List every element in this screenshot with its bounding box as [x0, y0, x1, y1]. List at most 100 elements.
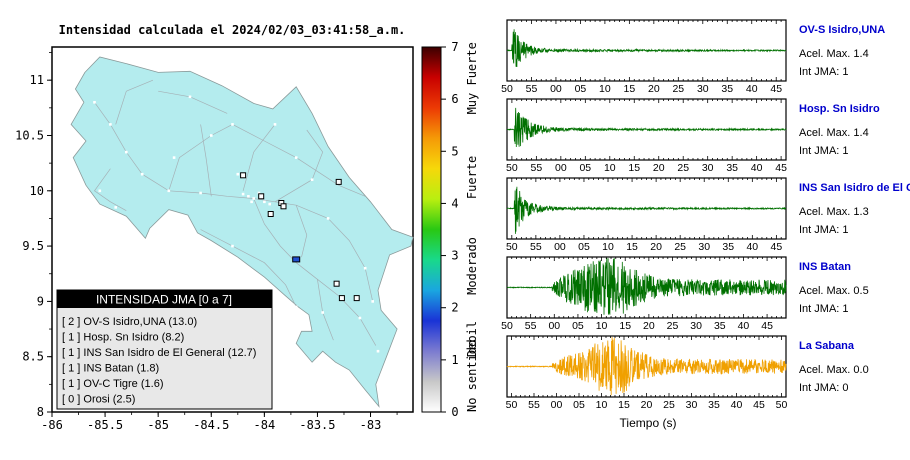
seismogram-tick-label: 45	[771, 241, 783, 253]
seismogram-tick-label: 35	[726, 162, 738, 174]
seismogram-tick-label: 25	[667, 320, 679, 332]
station-marker	[333, 280, 340, 287]
seismogram-tick-label: 25	[663, 399, 675, 411]
seismogram-tick-label: 35	[714, 320, 726, 332]
colorbar-tick-label: 7	[451, 40, 458, 54]
seismogram-tick-label: 50	[501, 320, 513, 332]
seismogram-tick-label: 05	[578, 241, 590, 253]
station-marker	[338, 295, 345, 302]
station-marker	[280, 203, 287, 210]
seismogram-trace	[506, 186, 787, 234]
seismogram-tick-label: 05	[575, 83, 587, 95]
seismogram-tick-label: 55	[531, 162, 543, 174]
seismogram-tick-label: 50	[506, 399, 518, 411]
road-line	[94, 168, 127, 212]
map-x-tick-label: -83	[360, 418, 382, 432]
seismogram-tick-label: 55	[530, 241, 542, 253]
seismogram-trace	[507, 29, 787, 68]
map-y-tick-label: 9.5	[22, 239, 44, 253]
station-marker	[258, 193, 265, 200]
road-line	[295, 205, 308, 258]
colorbar-category-label: Debil	[465, 321, 479, 357]
town-marker	[167, 189, 171, 193]
seismogram-tick-label: 50	[506, 241, 518, 253]
seismogram-tick-label: 50	[506, 162, 518, 174]
road-line	[274, 129, 324, 203]
seismogram-tick-label: 35	[722, 241, 734, 253]
colorbar-tick-label: 5	[451, 144, 458, 158]
colorbar-tick-label: 3	[451, 249, 458, 263]
legend-box	[56, 289, 273, 410]
town-marker	[98, 189, 102, 193]
town-marker	[188, 95, 192, 99]
station-marker	[267, 211, 274, 217]
seismogram-tick-label: 20	[643, 320, 655, 332]
town-marker	[236, 172, 240, 176]
seismogram-tick-label: 05	[573, 399, 585, 411]
road-line	[242, 124, 276, 191]
seismogram-tick-label: 20	[648, 83, 660, 95]
map-x-axis: -86 -85.5 -85 -84.5 -84 -83.5 -83	[41, 412, 398, 432]
seismogram-panels: 50 55 00 05 10 15 20 25 30 35 40 45 OV-S Isidro,UNA A…	[501, 19, 910, 411]
seismogram-acel-max: Acel. Max. 0.0	[799, 364, 869, 376]
seismogram-station-name: Hosp. Sn Isidro	[799, 103, 880, 115]
town-marker	[231, 123, 234, 126]
colorbar-ticks: 0 1 2 3 4 5 6 7	[441, 40, 459, 419]
station-marker	[353, 295, 360, 302]
seismogram-panel: 50 55 00 05 10 15 20 25 30 35 40 45 50 La Sabana Acel.…	[506, 335, 869, 411]
seismogram-acel-max: Acel. Max. 1.4	[799, 48, 869, 60]
map-x-tick-label: -84.5	[193, 418, 229, 432]
seismogram-trace	[506, 107, 787, 148]
seismogram-tick-label: 00	[555, 162, 567, 174]
map-x-tick-label: -83.5	[299, 418, 335, 432]
road-line	[253, 198, 377, 346]
map-x-tick-label: -85	[147, 418, 169, 432]
road-line	[168, 124, 366, 197]
map-x-tick-label: -86	[41, 418, 63, 432]
town-marker	[252, 197, 255, 200]
seismogram-tick-label: 50	[501, 83, 513, 95]
seismogram-acel-max: Acel. Max. 1.3	[799, 206, 869, 218]
seismogram-tick-label: 50	[776, 399, 788, 411]
map-y-axis: 11 10.5 10 9.5 9 8.5 8	[15, 52, 52, 419]
map-title: Intensidad calculada el 2024/02/03_03:41…	[59, 23, 406, 38]
legend-entry: [ 0 ] Orosi (2.5)	[62, 394, 135, 406]
road-line	[94, 102, 374, 302]
seismogram-panel: 50 55 00 05 10 15 20 25 30 35 40 45 OV-S Isidro,UNA A…	[501, 19, 885, 95]
seismogram-tick-label: 40	[731, 399, 743, 411]
station-markers	[240, 172, 360, 302]
legend-entry: [ 2 ] OV-S Isidro,UNA (13.0)	[62, 316, 197, 328]
map-x-tick-label: -84	[254, 418, 276, 432]
seismogram-tick-label: 30	[690, 320, 702, 332]
town-marker	[321, 311, 324, 314]
time-axis-label: Tiempo (s)	[620, 416, 677, 430]
colorbar-category-label: Muy Fuerte	[465, 42, 479, 114]
town-marker	[250, 200, 253, 204]
legend-title: INTENSIDAD JMA [0 a 7]	[96, 293, 232, 307]
colorbar-category-label: Moderado	[465, 237, 479, 295]
road-line	[200, 229, 297, 308]
seismogram-int-jma: Int JMA: 1	[799, 224, 849, 236]
town-marker	[172, 156, 176, 159]
seismogram-panel: 50 55 00 05 10 15 20 25 30 35 40 45 INS San Isidro d…	[506, 177, 910, 253]
town-marker	[294, 305, 298, 309]
town-marker	[358, 316, 362, 320]
seismogram-tick-label: 35	[708, 399, 720, 411]
town-marker	[326, 217, 330, 220]
map-x-tick-label: -85.5	[87, 418, 123, 432]
seismogram-tick-label: 30	[702, 162, 714, 174]
seismogram-tick-label: 40	[746, 241, 758, 253]
seismogram-panel: 50 55 00 05 10 15 20 25 30 35 40 45 INS Batan Acel. M…	[501, 256, 869, 332]
seismogram-tick-label: 15	[619, 320, 631, 332]
legend-entries: [ 2 ] OV-S Isidro,UNA (13.0) [ 1 ] Hosp. …	[62, 316, 256, 406]
seismogram-tick-label: 10	[596, 320, 608, 332]
seismogram-int-jma: Int JMA: 1	[799, 303, 849, 315]
colorbar-gradient	[421, 46, 442, 413]
seismogram-tick-label: 10	[604, 162, 616, 174]
colorbar-tick-label: 0	[451, 405, 458, 419]
colorbar-tick-label: 6	[451, 92, 458, 106]
seismogram-tick-label: 45	[753, 399, 765, 411]
